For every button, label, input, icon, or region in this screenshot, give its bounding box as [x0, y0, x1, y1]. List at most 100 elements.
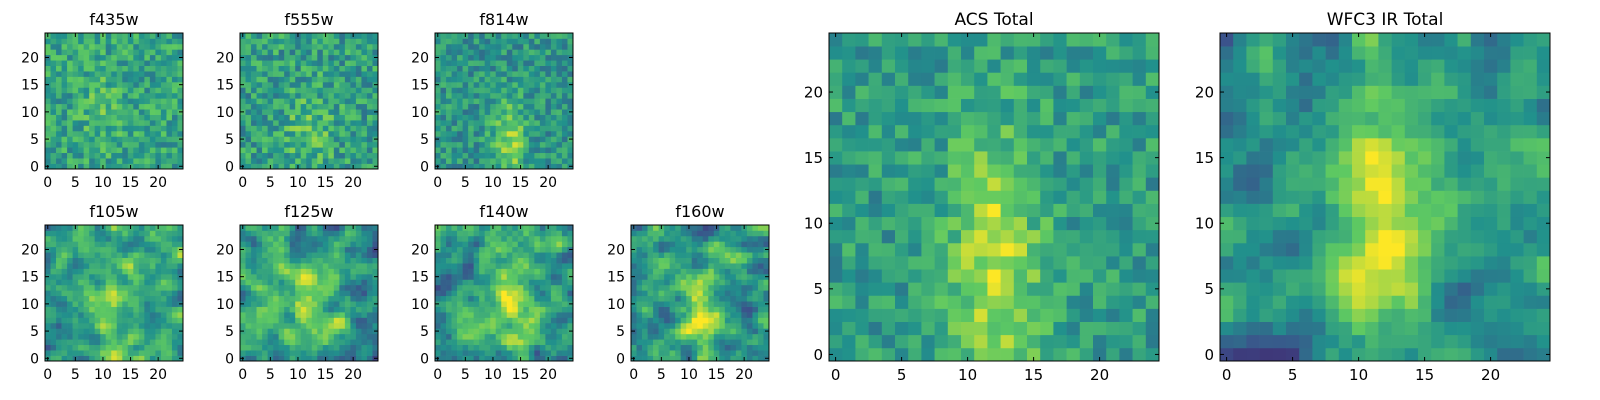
heatmap-cell — [528, 71, 535, 77]
panel-title: f814w — [479, 10, 528, 29]
heatmap-cell — [160, 246, 167, 253]
heatmap-cell — [561, 290, 568, 297]
heatmap-cell — [561, 49, 568, 56]
heatmap-cell — [67, 60, 73, 66]
heatmap-cell — [133, 295, 140, 302]
heatmap-cell — [166, 333, 173, 340]
heatmap-cell — [468, 312, 474, 318]
heatmap-cell — [177, 333, 184, 340]
heatmap-cell — [67, 43, 73, 50]
heatmap-cell — [284, 273, 291, 280]
heatmap-cell — [468, 333, 474, 340]
heatmap-cell — [664, 301, 670, 307]
heatmap-cell — [664, 344, 670, 351]
heatmap-cell — [251, 147, 257, 154]
heatmap-cell — [78, 130, 84, 137]
heatmap-cell — [133, 301, 140, 307]
heatmap-cell — [512, 284, 519, 291]
heatmap-cell — [987, 177, 1001, 191]
heatmap-cell — [658, 257, 665, 264]
heatmap-cell — [495, 163, 502, 170]
heatmap-cell — [138, 268, 145, 275]
heatmap-cell — [735, 322, 742, 329]
heatmap-cell — [539, 312, 546, 318]
heatmap-cell — [311, 71, 318, 77]
heatmap-cell — [713, 241, 720, 248]
heatmap-cell — [278, 147, 285, 154]
heatmap-cell — [317, 290, 324, 297]
heatmap-cell — [251, 306, 257, 313]
heatmap-cell — [372, 60, 379, 66]
heatmap-cell — [289, 158, 296, 164]
heatmap-cell — [446, 235, 452, 242]
heatmap-cell — [105, 317, 112, 324]
heatmap-cell — [177, 290, 184, 297]
heatmap-cell — [479, 98, 486, 105]
heatmap-cell — [435, 120, 441, 126]
heatmap-cell — [122, 130, 129, 137]
heatmap-cell — [686, 257, 693, 264]
heatmap-cell — [339, 284, 346, 291]
heatmap-cell — [1053, 203, 1067, 218]
heatmap-cell — [746, 312, 753, 318]
heatmap-cell — [1079, 216, 1094, 231]
heatmap-cell — [512, 273, 519, 280]
heatmap-cell — [166, 306, 173, 313]
heatmap-cell — [561, 246, 568, 253]
x-tick-label: 10 — [289, 367, 307, 383]
heatmap-cell — [446, 54, 452, 61]
heatmap-cell — [160, 147, 167, 154]
heatmap-cell — [94, 60, 101, 66]
heatmap-cell — [278, 355, 285, 362]
heatmap-cell — [100, 268, 107, 275]
heatmap-cell — [83, 43, 90, 50]
heatmap-cell — [653, 279, 659, 286]
heatmap-cell — [446, 355, 452, 362]
heatmap-cell — [94, 355, 101, 362]
heatmap-cell — [895, 216, 909, 231]
heatmap-cell — [561, 141, 568, 148]
heatmap-cell — [647, 284, 654, 291]
heatmap-cell — [160, 295, 167, 302]
heatmap-cell — [127, 92, 134, 99]
heatmap-cell — [72, 252, 79, 258]
heatmap-cell — [344, 43, 351, 50]
heatmap-cell — [116, 263, 123, 269]
heatmap-cell — [473, 98, 480, 105]
heatmap-cell — [479, 290, 486, 297]
heatmap-cell — [680, 301, 687, 307]
heatmap-cell — [111, 344, 118, 351]
heatmap-cell — [361, 257, 368, 264]
heatmap-cell — [245, 328, 252, 335]
heatmap-cell — [295, 246, 302, 253]
heatmap-cell — [675, 312, 682, 318]
heatmap-cell — [987, 242, 1001, 257]
heatmap-cell — [144, 158, 151, 164]
heatmap-cell — [752, 301, 759, 307]
heatmap-cell — [339, 43, 346, 50]
heatmap-cell — [1066, 321, 1081, 336]
heatmap-cell — [724, 290, 731, 297]
heatmap-cell — [350, 306, 357, 313]
heatmap-cell — [534, 235, 541, 242]
heatmap-cell — [50, 33, 57, 39]
heatmap-cell — [300, 246, 307, 253]
heatmap-cell — [708, 279, 715, 286]
heatmap-cell — [868, 190, 883, 204]
heatmap-cell — [89, 295, 96, 302]
heatmap-cell — [67, 76, 73, 83]
heatmap-cell — [300, 141, 307, 148]
heatmap-cell — [528, 158, 535, 164]
heatmap-cell — [763, 225, 770, 231]
heatmap-cell — [251, 114, 257, 121]
heatmap-cell — [111, 120, 118, 126]
heatmap-cell — [517, 130, 524, 137]
heatmap-cell — [240, 71, 246, 77]
heatmap-cell — [149, 279, 156, 286]
heatmap-cell — [149, 322, 156, 329]
heatmap-cell — [72, 54, 79, 61]
heatmap-cell — [457, 120, 463, 126]
heatmap-cell — [127, 125, 134, 132]
heatmap-cell — [127, 263, 134, 269]
heatmap-cell — [468, 241, 474, 248]
